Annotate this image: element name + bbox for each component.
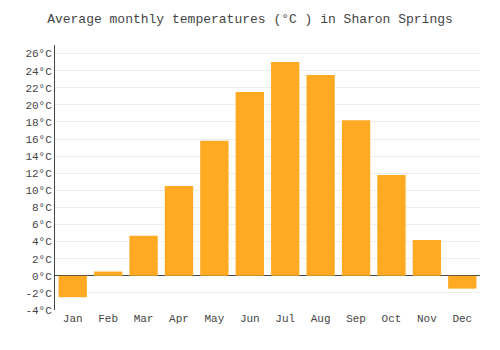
svg-text:24°C: 24°C — [25, 66, 52, 78]
svg-text:Apr: Apr — [169, 313, 189, 325]
svg-text:26°C: 26°C — [25, 48, 52, 60]
svg-text:-4°C: -4°C — [25, 305, 52, 317]
svg-text:8°C: 8°C — [32, 202, 52, 214]
svg-text:10°C: 10°C — [25, 185, 52, 197]
svg-text:Nov: Nov — [417, 313, 437, 325]
svg-text:Aug: Aug — [311, 313, 331, 325]
svg-text:18°C: 18°C — [25, 117, 52, 129]
svg-text:Jan: Jan — [63, 313, 83, 325]
svg-text:12°C: 12°C — [25, 168, 52, 180]
svg-text:May: May — [204, 313, 224, 325]
svg-text:Dec: Dec — [452, 313, 472, 325]
svg-text:Mar: Mar — [134, 313, 154, 325]
svg-text:22°C: 22°C — [25, 83, 52, 95]
svg-text:-2°C: -2°C — [25, 288, 52, 300]
svg-text:16°C: 16°C — [25, 134, 52, 146]
svg-text:4°C: 4°C — [32, 236, 52, 248]
svg-text:Average monthly temperatures (: Average monthly temperatures (°C ) in Sh… — [47, 12, 453, 27]
svg-text:6°C: 6°C — [32, 219, 52, 231]
svg-text:Oct: Oct — [382, 313, 402, 325]
svg-text:Feb: Feb — [98, 313, 118, 325]
svg-text:20°C: 20°C — [25, 100, 52, 112]
svg-text:0°C: 0°C — [32, 271, 52, 283]
svg-text:Sep: Sep — [346, 313, 366, 325]
svg-text:Jul: Jul — [275, 313, 295, 325]
svg-text:Jun: Jun — [240, 313, 260, 325]
svg-text:14°C: 14°C — [25, 151, 52, 163]
svg-text:2°C: 2°C — [32, 254, 52, 266]
